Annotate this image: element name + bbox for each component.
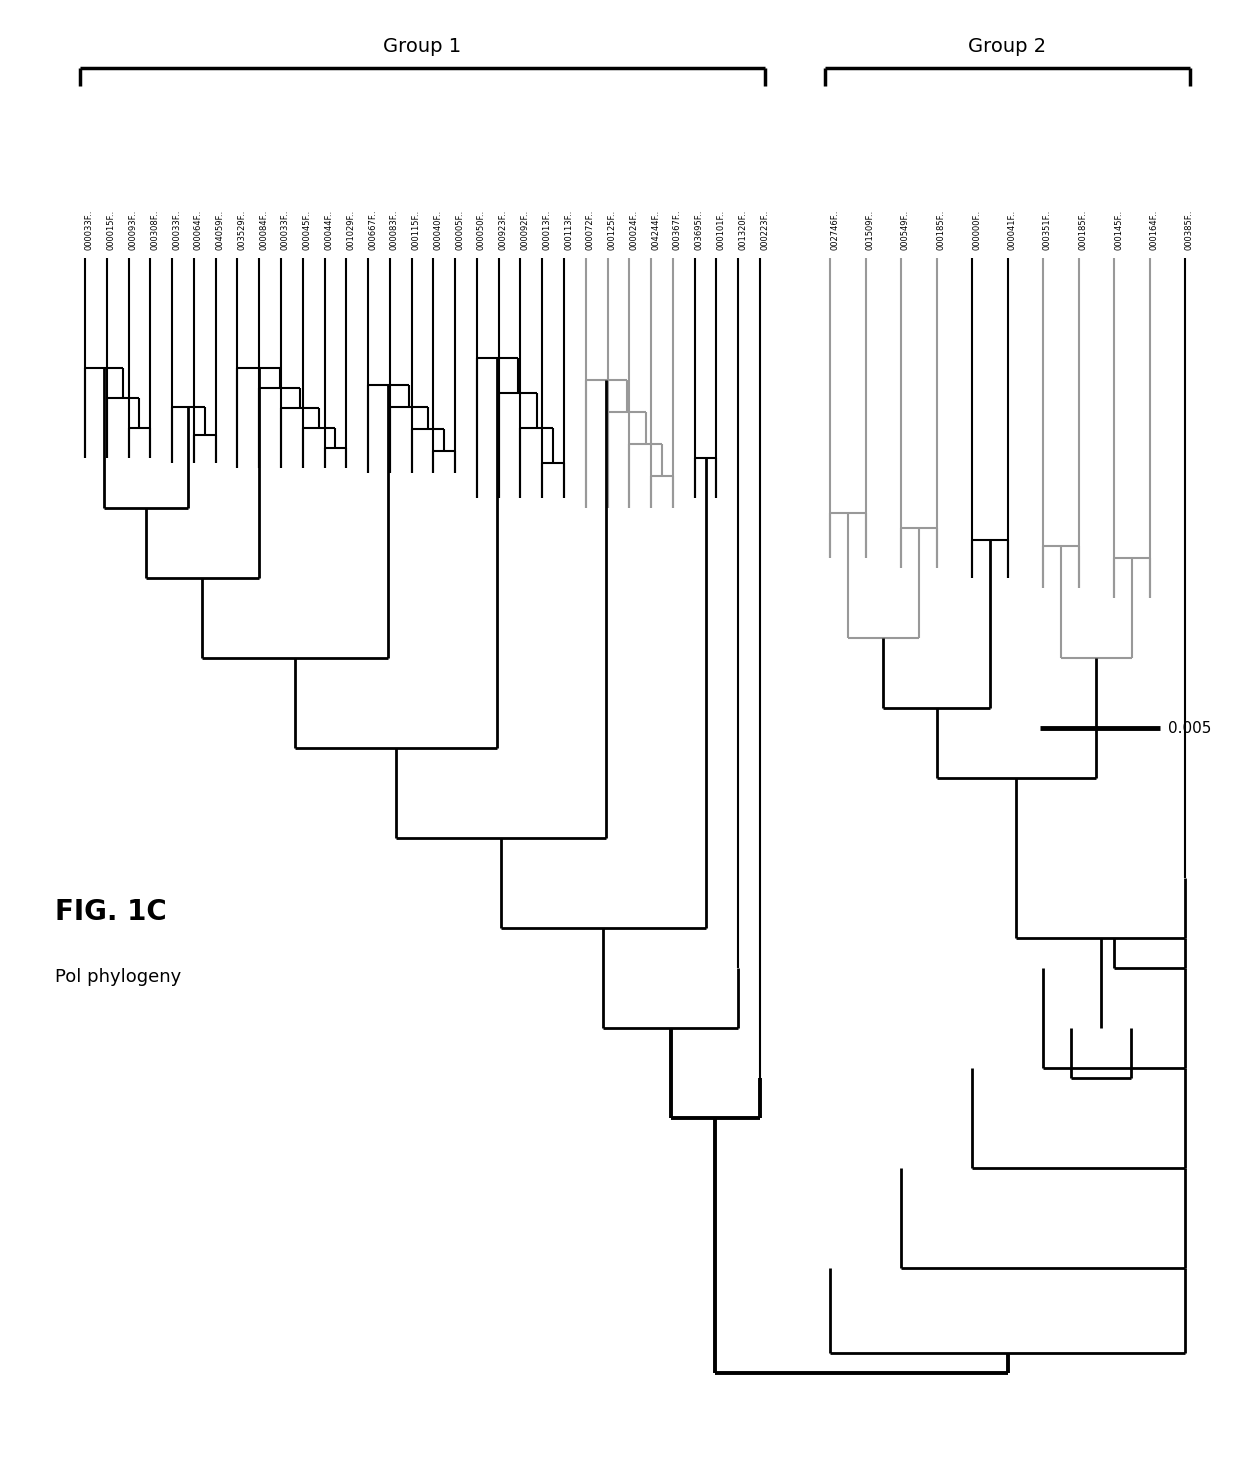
Text: 001509F..: 001509F..: [866, 210, 874, 249]
Text: 000385F..: 000385F..: [1185, 210, 1194, 249]
Text: 004244F..: 004244F..: [651, 210, 660, 249]
Text: 000040F..: 000040F..: [434, 210, 443, 249]
Text: 000367F..: 000367F..: [673, 210, 682, 249]
Text: 000145F..: 000145F..: [1114, 210, 1123, 249]
Text: 000125F..: 000125F..: [608, 210, 616, 249]
Text: 001320F..: 001320F..: [738, 210, 748, 249]
Text: 000064F..: 000064F..: [193, 210, 203, 249]
Text: Group 1: Group 1: [383, 36, 461, 55]
Text: 000667F..: 000667F..: [368, 210, 377, 249]
Text: 000033F..: 000033F..: [86, 210, 94, 249]
Text: 000185F..: 000185F..: [936, 210, 945, 249]
Text: 000084F..: 000084F..: [259, 210, 268, 249]
Text: 000005F..: 000005F..: [455, 210, 464, 249]
Text: 000549F..: 000549F..: [901, 210, 910, 249]
Text: FIG. 1C: FIG. 1C: [55, 898, 166, 926]
Text: 004059F..: 004059F..: [216, 210, 224, 249]
Text: 000113F..: 000113F..: [564, 210, 573, 249]
Text: 002746F..: 002746F..: [830, 210, 839, 249]
Text: 000308F..: 000308F..: [150, 210, 159, 249]
Text: 000351F..: 000351F..: [1043, 210, 1052, 249]
Text: 000923F..: 000923F..: [498, 210, 507, 249]
Text: 001029F..: 001029F..: [346, 210, 356, 249]
Text: 000033F..: 000033F..: [281, 210, 290, 249]
Text: 000041F..: 000041F..: [1007, 210, 1017, 249]
Text: 000013F..: 000013F..: [542, 210, 552, 249]
Text: 000092F..: 000092F..: [521, 210, 529, 249]
Text: 000083F..: 000083F..: [389, 210, 399, 249]
Text: 000000F..: 000000F..: [972, 210, 981, 249]
Text: 003695F..: 003695F..: [694, 210, 703, 249]
Text: 0.005: 0.005: [1168, 720, 1211, 735]
Text: Group 2: Group 2: [968, 36, 1047, 55]
Text: 000045F..: 000045F..: [303, 210, 311, 249]
Text: 000024F..: 000024F..: [630, 210, 639, 249]
Text: Pol phylogeny: Pol phylogeny: [55, 968, 181, 986]
Text: 000015F..: 000015F..: [107, 210, 115, 249]
Text: 000044F..: 000044F..: [325, 210, 334, 249]
Text: 000072F..: 000072F..: [585, 210, 595, 249]
Text: 000101F..: 000101F..: [717, 210, 725, 249]
Text: 003529F..: 003529F..: [237, 210, 247, 249]
Text: 000185F..: 000185F..: [1079, 210, 1087, 249]
Text: 000033F..: 000033F..: [172, 210, 181, 249]
Text: 000223F..: 000223F..: [760, 210, 769, 249]
Text: 000093F..: 000093F..: [129, 210, 138, 249]
Text: 000115F..: 000115F..: [412, 210, 420, 249]
Text: 000164F..: 000164F..: [1149, 210, 1158, 249]
Text: 000050F..: 000050F..: [477, 210, 486, 249]
